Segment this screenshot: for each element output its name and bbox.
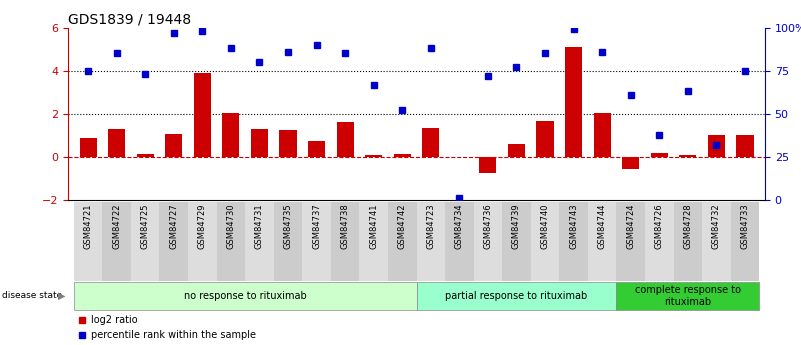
Text: GDS1839 / 19448: GDS1839 / 19448 [68,12,191,27]
Text: GSM84721: GSM84721 [83,204,93,249]
Bar [473,202,502,281]
Text: ▶: ▶ [58,291,65,301]
Text: complete response to
rituximab: complete response to rituximab [635,285,741,307]
Bar [731,202,759,281]
Text: GSM84722: GSM84722 [112,204,121,249]
Bar [245,202,274,281]
Bar [650,152,668,157]
Bar [274,202,302,281]
Bar [702,202,731,281]
FancyBboxPatch shape [74,282,417,310]
Bar [103,202,131,281]
Bar [137,154,154,157]
Bar [308,141,325,157]
Bar [422,128,440,157]
Text: GSM84728: GSM84728 [683,204,692,249]
Text: GSM84733: GSM84733 [740,204,750,249]
Bar [617,202,645,281]
Bar [531,202,559,281]
Bar [679,155,696,157]
Text: GSM84725: GSM84725 [141,204,150,249]
Text: partial response to rituximab: partial response to rituximab [445,291,588,301]
Bar [159,202,188,281]
Text: GSM84732: GSM84732 [712,204,721,249]
Legend: log2 ratio, percentile rank within the sample: log2 ratio, percentile rank within the s… [73,312,260,344]
Bar [280,130,296,157]
Bar [365,155,382,157]
Text: GSM84734: GSM84734 [455,204,464,249]
Bar [251,129,268,157]
Bar [131,202,159,281]
Text: GSM84729: GSM84729 [198,204,207,249]
Text: GSM84740: GSM84740 [541,204,549,249]
Bar [537,121,553,157]
Text: GSM84744: GSM84744 [598,204,606,249]
Bar [360,202,388,281]
Text: GSM84738: GSM84738 [340,204,349,249]
Bar [559,202,588,281]
Bar [108,129,125,157]
Text: GSM84727: GSM84727 [169,204,179,249]
Text: GSM84737: GSM84737 [312,204,321,249]
Bar [736,135,754,157]
Bar [588,202,617,281]
Text: GSM84723: GSM84723 [426,204,435,249]
Bar [194,73,211,157]
Text: disease state: disease state [2,291,62,300]
Bar [388,202,417,281]
Text: no response to rituximab: no response to rituximab [183,291,307,301]
Bar [445,202,473,281]
Bar [336,122,354,157]
Bar [645,202,674,281]
Text: GSM84742: GSM84742 [398,204,407,249]
Bar [708,135,725,157]
Text: GSM84739: GSM84739 [512,204,521,249]
Bar [674,202,702,281]
Bar [165,134,183,157]
Bar [302,202,331,281]
Bar [594,113,610,157]
Text: GSM84724: GSM84724 [626,204,635,249]
Text: GSM84735: GSM84735 [284,204,292,249]
Text: GSM84730: GSM84730 [227,204,235,249]
Text: GSM84736: GSM84736 [484,204,493,249]
Bar [508,144,525,157]
Bar [79,138,97,157]
FancyBboxPatch shape [617,282,759,310]
Bar [223,113,239,157]
Bar [622,157,639,169]
Bar [216,202,245,281]
Bar [502,202,531,281]
Bar [188,202,216,281]
FancyBboxPatch shape [417,282,617,310]
Bar [479,157,497,173]
Text: GSM84741: GSM84741 [369,204,378,249]
Bar [417,202,445,281]
Text: GSM84726: GSM84726 [654,204,664,249]
Bar [565,47,582,157]
Text: GSM84731: GSM84731 [255,204,264,249]
Bar [393,155,411,157]
Bar [331,202,360,281]
Text: GSM84743: GSM84743 [569,204,578,249]
Bar [74,202,103,281]
